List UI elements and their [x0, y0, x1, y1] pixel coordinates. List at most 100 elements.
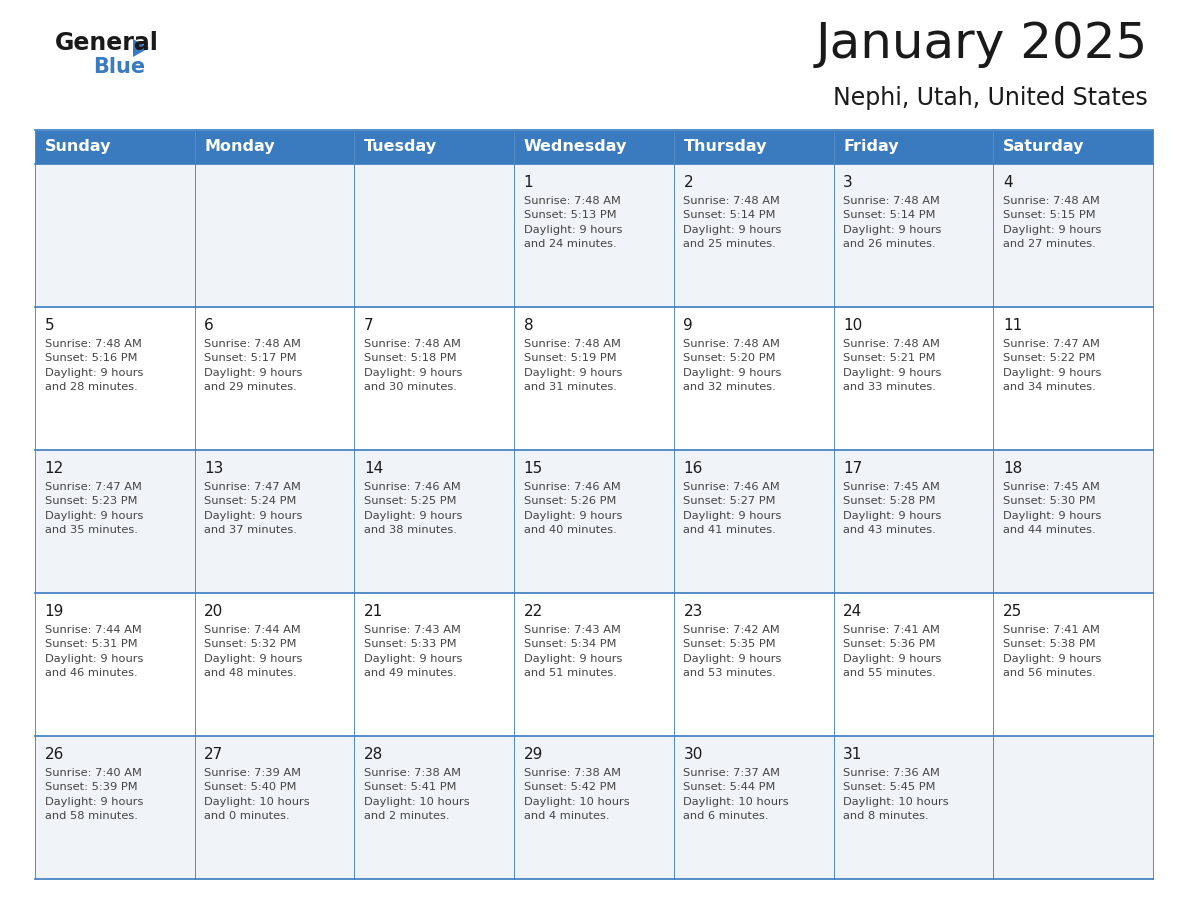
- Text: Sunrise: 7:48 AM
Sunset: 5:17 PM
Daylight: 9 hours
and 29 minutes.: Sunrise: 7:48 AM Sunset: 5:17 PM Dayligh…: [204, 339, 303, 392]
- Text: Saturday: Saturday: [1003, 140, 1085, 154]
- Bar: [993, 307, 1154, 450]
- Text: Sunrise: 7:46 AM
Sunset: 5:26 PM
Daylight: 9 hours
and 40 minutes.: Sunrise: 7:46 AM Sunset: 5:26 PM Dayligh…: [524, 482, 623, 535]
- Text: 21: 21: [364, 604, 384, 619]
- Bar: [195, 593, 354, 736]
- Text: 29: 29: [524, 747, 543, 762]
- Bar: [195, 736, 354, 879]
- Text: 12: 12: [45, 461, 64, 476]
- Text: January 2025: January 2025: [816, 20, 1148, 68]
- Text: 25: 25: [1003, 604, 1022, 619]
- Text: Sunday: Sunday: [45, 140, 112, 154]
- Bar: [514, 164, 674, 307]
- Text: 6: 6: [204, 318, 214, 333]
- Bar: [354, 593, 514, 736]
- Text: Sunrise: 7:44 AM
Sunset: 5:31 PM
Daylight: 9 hours
and 46 minutes.: Sunrise: 7:44 AM Sunset: 5:31 PM Dayligh…: [45, 625, 143, 678]
- Bar: [354, 307, 514, 450]
- Text: 22: 22: [524, 604, 543, 619]
- Bar: [674, 164, 834, 307]
- Bar: [674, 593, 834, 736]
- Bar: [514, 307, 674, 450]
- Bar: [834, 450, 993, 593]
- Text: Sunrise: 7:48 AM
Sunset: 5:13 PM
Daylight: 9 hours
and 24 minutes.: Sunrise: 7:48 AM Sunset: 5:13 PM Dayligh…: [524, 196, 623, 249]
- Bar: [354, 450, 514, 593]
- Bar: [34, 164, 195, 307]
- Text: 18: 18: [1003, 461, 1022, 476]
- Bar: [34, 450, 195, 593]
- Text: 26: 26: [45, 747, 64, 762]
- Bar: [34, 593, 195, 736]
- Text: Sunrise: 7:48 AM
Sunset: 5:16 PM
Daylight: 9 hours
and 28 minutes.: Sunrise: 7:48 AM Sunset: 5:16 PM Dayligh…: [45, 339, 143, 392]
- Text: Friday: Friday: [843, 140, 899, 154]
- Bar: [674, 307, 834, 450]
- Text: Wednesday: Wednesday: [524, 140, 627, 154]
- Text: 19: 19: [45, 604, 64, 619]
- Text: Sunrise: 7:48 AM
Sunset: 5:14 PM
Daylight: 9 hours
and 26 minutes.: Sunrise: 7:48 AM Sunset: 5:14 PM Dayligh…: [843, 196, 942, 249]
- Text: Sunrise: 7:47 AM
Sunset: 5:23 PM
Daylight: 9 hours
and 35 minutes.: Sunrise: 7:47 AM Sunset: 5:23 PM Dayligh…: [45, 482, 143, 535]
- Text: Sunrise: 7:38 AM
Sunset: 5:42 PM
Daylight: 10 hours
and 4 minutes.: Sunrise: 7:38 AM Sunset: 5:42 PM Dayligh…: [524, 768, 630, 822]
- Text: Monday: Monday: [204, 140, 274, 154]
- Bar: [993, 736, 1154, 879]
- Text: Sunrise: 7:40 AM
Sunset: 5:39 PM
Daylight: 9 hours
and 58 minutes.: Sunrise: 7:40 AM Sunset: 5:39 PM Dayligh…: [45, 768, 143, 822]
- Text: Sunrise: 7:47 AM
Sunset: 5:24 PM
Daylight: 9 hours
and 37 minutes.: Sunrise: 7:47 AM Sunset: 5:24 PM Dayligh…: [204, 482, 303, 535]
- Polygon shape: [133, 39, 148, 57]
- Text: 31: 31: [843, 747, 862, 762]
- Text: Sunrise: 7:41 AM
Sunset: 5:38 PM
Daylight: 9 hours
and 56 minutes.: Sunrise: 7:41 AM Sunset: 5:38 PM Dayligh…: [1003, 625, 1101, 678]
- Bar: [993, 130, 1154, 164]
- Text: 30: 30: [683, 747, 703, 762]
- Text: Sunrise: 7:46 AM
Sunset: 5:25 PM
Daylight: 9 hours
and 38 minutes.: Sunrise: 7:46 AM Sunset: 5:25 PM Dayligh…: [364, 482, 462, 535]
- Text: Sunrise: 7:46 AM
Sunset: 5:27 PM
Daylight: 9 hours
and 41 minutes.: Sunrise: 7:46 AM Sunset: 5:27 PM Dayligh…: [683, 482, 782, 535]
- Text: Sunrise: 7:39 AM
Sunset: 5:40 PM
Daylight: 10 hours
and 0 minutes.: Sunrise: 7:39 AM Sunset: 5:40 PM Dayligh…: [204, 768, 310, 822]
- Text: Sunrise: 7:37 AM
Sunset: 5:44 PM
Daylight: 10 hours
and 6 minutes.: Sunrise: 7:37 AM Sunset: 5:44 PM Dayligh…: [683, 768, 789, 822]
- Text: Sunrise: 7:47 AM
Sunset: 5:22 PM
Daylight: 9 hours
and 34 minutes.: Sunrise: 7:47 AM Sunset: 5:22 PM Dayligh…: [1003, 339, 1101, 392]
- Bar: [834, 593, 993, 736]
- Text: Sunrise: 7:41 AM
Sunset: 5:36 PM
Daylight: 9 hours
and 55 minutes.: Sunrise: 7:41 AM Sunset: 5:36 PM Dayligh…: [843, 625, 942, 678]
- Text: 9: 9: [683, 318, 693, 333]
- Bar: [354, 736, 514, 879]
- Text: Sunrise: 7:48 AM
Sunset: 5:14 PM
Daylight: 9 hours
and 25 minutes.: Sunrise: 7:48 AM Sunset: 5:14 PM Dayligh…: [683, 196, 782, 249]
- Text: 16: 16: [683, 461, 703, 476]
- Bar: [674, 130, 834, 164]
- Text: Sunrise: 7:43 AM
Sunset: 5:33 PM
Daylight: 9 hours
and 49 minutes.: Sunrise: 7:43 AM Sunset: 5:33 PM Dayligh…: [364, 625, 462, 678]
- Text: Sunrise: 7:48 AM
Sunset: 5:20 PM
Daylight: 9 hours
and 32 minutes.: Sunrise: 7:48 AM Sunset: 5:20 PM Dayligh…: [683, 339, 782, 392]
- Text: Sunrise: 7:45 AM
Sunset: 5:28 PM
Daylight: 9 hours
and 43 minutes.: Sunrise: 7:45 AM Sunset: 5:28 PM Dayligh…: [843, 482, 942, 535]
- Text: 28: 28: [364, 747, 384, 762]
- Text: 4: 4: [1003, 175, 1012, 190]
- Text: 5: 5: [45, 318, 55, 333]
- Text: Tuesday: Tuesday: [364, 140, 437, 154]
- Bar: [834, 736, 993, 879]
- Bar: [195, 450, 354, 593]
- Text: Sunrise: 7:48 AM
Sunset: 5:21 PM
Daylight: 9 hours
and 33 minutes.: Sunrise: 7:48 AM Sunset: 5:21 PM Dayligh…: [843, 339, 942, 392]
- Text: 8: 8: [524, 318, 533, 333]
- Text: Sunrise: 7:36 AM
Sunset: 5:45 PM
Daylight: 10 hours
and 8 minutes.: Sunrise: 7:36 AM Sunset: 5:45 PM Dayligh…: [843, 768, 949, 822]
- Text: Sunrise: 7:48 AM
Sunset: 5:15 PM
Daylight: 9 hours
and 27 minutes.: Sunrise: 7:48 AM Sunset: 5:15 PM Dayligh…: [1003, 196, 1101, 249]
- Bar: [34, 736, 195, 879]
- Bar: [993, 593, 1154, 736]
- Text: 10: 10: [843, 318, 862, 333]
- Text: 27: 27: [204, 747, 223, 762]
- Text: Sunrise: 7:43 AM
Sunset: 5:34 PM
Daylight: 9 hours
and 51 minutes.: Sunrise: 7:43 AM Sunset: 5:34 PM Dayligh…: [524, 625, 623, 678]
- Text: Sunrise: 7:48 AM
Sunset: 5:18 PM
Daylight: 9 hours
and 30 minutes.: Sunrise: 7:48 AM Sunset: 5:18 PM Dayligh…: [364, 339, 462, 392]
- Text: 17: 17: [843, 461, 862, 476]
- Text: Sunrise: 7:42 AM
Sunset: 5:35 PM
Daylight: 9 hours
and 53 minutes.: Sunrise: 7:42 AM Sunset: 5:35 PM Dayligh…: [683, 625, 782, 678]
- Bar: [674, 736, 834, 879]
- Text: 14: 14: [364, 461, 384, 476]
- Text: 3: 3: [843, 175, 853, 190]
- Text: 20: 20: [204, 604, 223, 619]
- Bar: [674, 450, 834, 593]
- Bar: [514, 130, 674, 164]
- Bar: [354, 164, 514, 307]
- Bar: [195, 130, 354, 164]
- Bar: [34, 307, 195, 450]
- Text: 7: 7: [364, 318, 374, 333]
- Text: 13: 13: [204, 461, 223, 476]
- Bar: [195, 307, 354, 450]
- Text: 24: 24: [843, 604, 862, 619]
- Bar: [354, 130, 514, 164]
- Text: Sunrise: 7:44 AM
Sunset: 5:32 PM
Daylight: 9 hours
and 48 minutes.: Sunrise: 7:44 AM Sunset: 5:32 PM Dayligh…: [204, 625, 303, 678]
- Bar: [34, 130, 195, 164]
- Text: 1: 1: [524, 175, 533, 190]
- Bar: [834, 164, 993, 307]
- Text: 15: 15: [524, 461, 543, 476]
- Bar: [514, 736, 674, 879]
- Text: 2: 2: [683, 175, 693, 190]
